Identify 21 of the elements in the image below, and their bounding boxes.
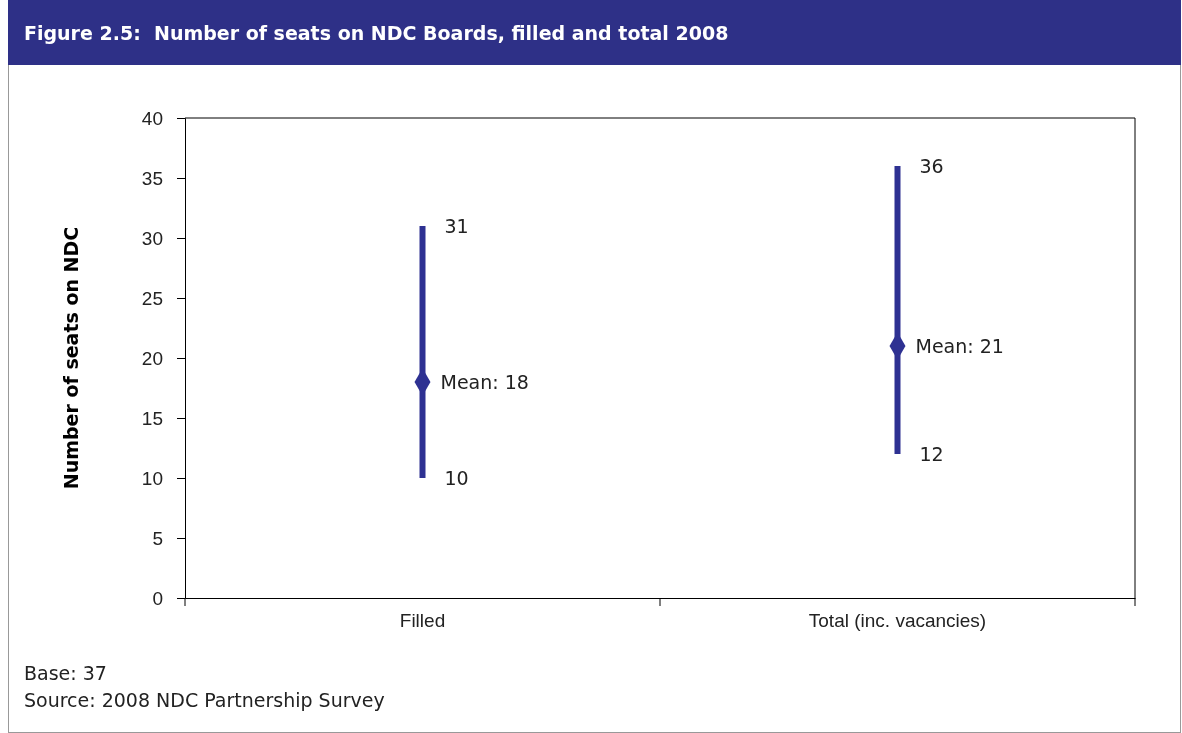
y-tick-label: 0	[152, 587, 163, 609]
y-tick-label: 40	[141, 107, 163, 129]
x-tick-label: Total (inc. vacancies)	[808, 610, 987, 632]
chart-title: Figure 2.5: Number of seats on NDC Boards, filled and total 2008	[24, 22, 729, 44]
data-label: Mean: 18	[440, 371, 529, 393]
y-tick-label: 10	[141, 467, 163, 489]
y-tick-label: 35	[141, 167, 163, 189]
y-tick-label: 25	[141, 287, 163, 309]
source-note: Source: 2008 NDC Partnership Survey	[24, 689, 385, 711]
y-tick-label: 30	[141, 227, 163, 249]
y-axis-title: Number of seats on NDC	[60, 226, 82, 490]
x-tick-label: Filled	[399, 610, 446, 632]
annotation: 31	[444, 215, 469, 237]
annotation: 12	[919, 443, 944, 465]
annotation: 36	[919, 155, 944, 177]
y-tick-label: 15	[141, 407, 163, 429]
annotation: 10	[444, 467, 469, 489]
y-tick-label: 5	[152, 527, 163, 549]
data-label: Mean: 21	[915, 335, 1004, 357]
y-tick-label: 20	[141, 347, 163, 369]
text: Base: 37	[24, 662, 107, 684]
